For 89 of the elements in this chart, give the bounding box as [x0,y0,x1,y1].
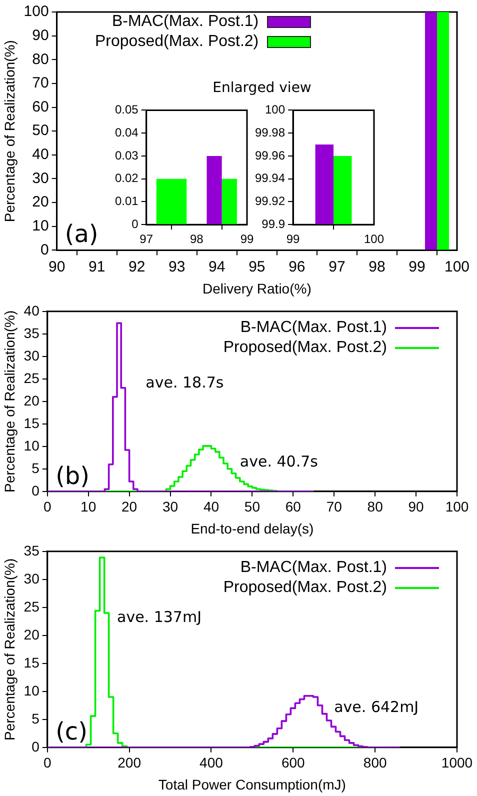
x-tick-label: 60 [285,498,302,515]
x-tick-label: 92 [128,258,146,276]
y-tick-label: 100 [24,3,49,20]
x-tick-label: 100 [364,232,384,246]
x-tick-label: 99 [240,232,254,246]
annotation: (b) [56,462,90,490]
y-axis-title: Percentage of Realization(%) [1,558,18,740]
chart-title: Enlarged view [212,80,312,96]
y-tick-label: 10 [32,218,49,235]
y-tick-label: 40 [24,302,40,318]
y-tick-label: 15 [24,414,40,431]
x-tick-label: 40 [203,498,220,515]
x-tick-label: 200 [118,754,142,771]
x-tick-label: 30 [162,498,178,515]
y-tick-label: 99.94 [255,171,286,186]
annotation: (c) [56,718,88,746]
y-tick-label: 25 [24,598,40,614]
y-tick-label: 60 [32,98,49,116]
x-tick-label: 98 [368,258,386,276]
x-axis-title: Delivery Ratio(%) [202,280,312,296]
x-tick-label: 94 [208,258,226,276]
x-tick-label: 80 [367,498,384,515]
x-axis-title: End-to-end delay(s) [190,520,314,536]
x-tick-label: 97 [140,232,154,246]
y-tick-label: 80 [32,50,49,68]
y-tick-label: 25 [24,370,40,386]
y-tick-label: 30 [32,170,49,187]
x-tick-label: 90 [408,498,424,515]
x-tick-label: 95 [248,258,266,276]
legend-label: Proposed(Max. Post.2) [223,579,387,597]
y-tick-label: 20 [24,392,40,408]
legend-label: B-MAC(Max. Post.1) [112,13,259,31]
legend-label: Proposed(Max. Post.2) [95,33,259,51]
y-tick-label: 99.92 [255,194,286,208]
y-tick-label: 99.9 [262,216,286,231]
x-tick-label: 100 [445,498,469,515]
x-tick-label: 98 [190,232,204,246]
legend-label: B-MAC(Max. Post.1) [240,559,387,577]
y-tick-label: 0 [132,216,139,231]
y-tick-label: 50 [32,122,49,140]
y-tick-label: 0.01 [114,194,139,208]
y-tick-label: 30 [24,347,40,364]
y-tick-label: 70 [32,74,49,92]
x-tick-label: 600 [281,754,306,771]
y-tick-label: 15 [24,654,40,670]
y-axis-title: Percentage of Realization(%) [1,40,18,222]
annotation: ave. 137mJ [117,608,202,626]
y-tick-label: 0.05 [114,102,139,117]
x-tick-label: 1000 [441,754,473,771]
annotation: ave. 642mJ [334,698,419,716]
legend-label: B-MAC(Max. Post.1) [240,319,387,337]
annotation: ave. 18.7s [146,373,224,392]
y-tick-label: 99.96 [255,148,286,162]
x-tick-label: 90 [48,258,66,276]
y-axis-title: Percentage of Realization(%) [1,310,18,492]
y-tick-label: 5 [32,710,40,726]
annotation: ave. 40.7s [240,452,318,470]
y-tick-label: 10 [24,437,40,454]
y-tick-label: 90 [32,26,49,44]
y-tick-label: 35 [24,542,40,558]
x-tick-label: 93 [168,258,186,276]
y-tick-label: 20 [32,194,49,211]
x-tick-label: 97 [328,258,346,276]
y-tick-label: 0.04 [114,125,139,140]
y-tick-label: 0.02 [114,171,139,186]
y-tick-label: 0 [32,482,40,498]
y-tick-label: 99.98 [255,125,286,140]
x-tick-label: 800 [363,754,387,771]
x-tick-label: 96 [288,258,306,276]
y-tick-label: 100 [265,102,286,117]
x-tick-label: 50 [244,498,260,515]
x-tick-label: 99 [286,232,300,246]
y-tick-label: 0 [32,738,40,754]
x-tick-label: 91 [88,258,106,276]
x-tick-label: 70 [326,498,342,515]
x-axis-title: Total Power Consumption(mJ) [158,776,346,792]
y-tick-label: 10 [24,682,40,698]
y-tick-label: 0.03 [114,148,139,162]
x-tick-label: 10 [80,498,96,515]
y-tick-label: 30 [24,570,40,586]
y-tick-label: 20 [24,626,40,642]
x-tick-label: 99 [408,258,426,276]
annotation: (a) [64,220,98,248]
y-tick-label: 5 [32,460,40,476]
legend-label: Proposed(Max. Post.2) [223,339,387,357]
y-tick-label: 40 [32,146,49,164]
x-tick-label: 400 [200,754,224,771]
x-tick-label: 100 [444,258,470,276]
y-tick-label: 35 [24,324,40,341]
